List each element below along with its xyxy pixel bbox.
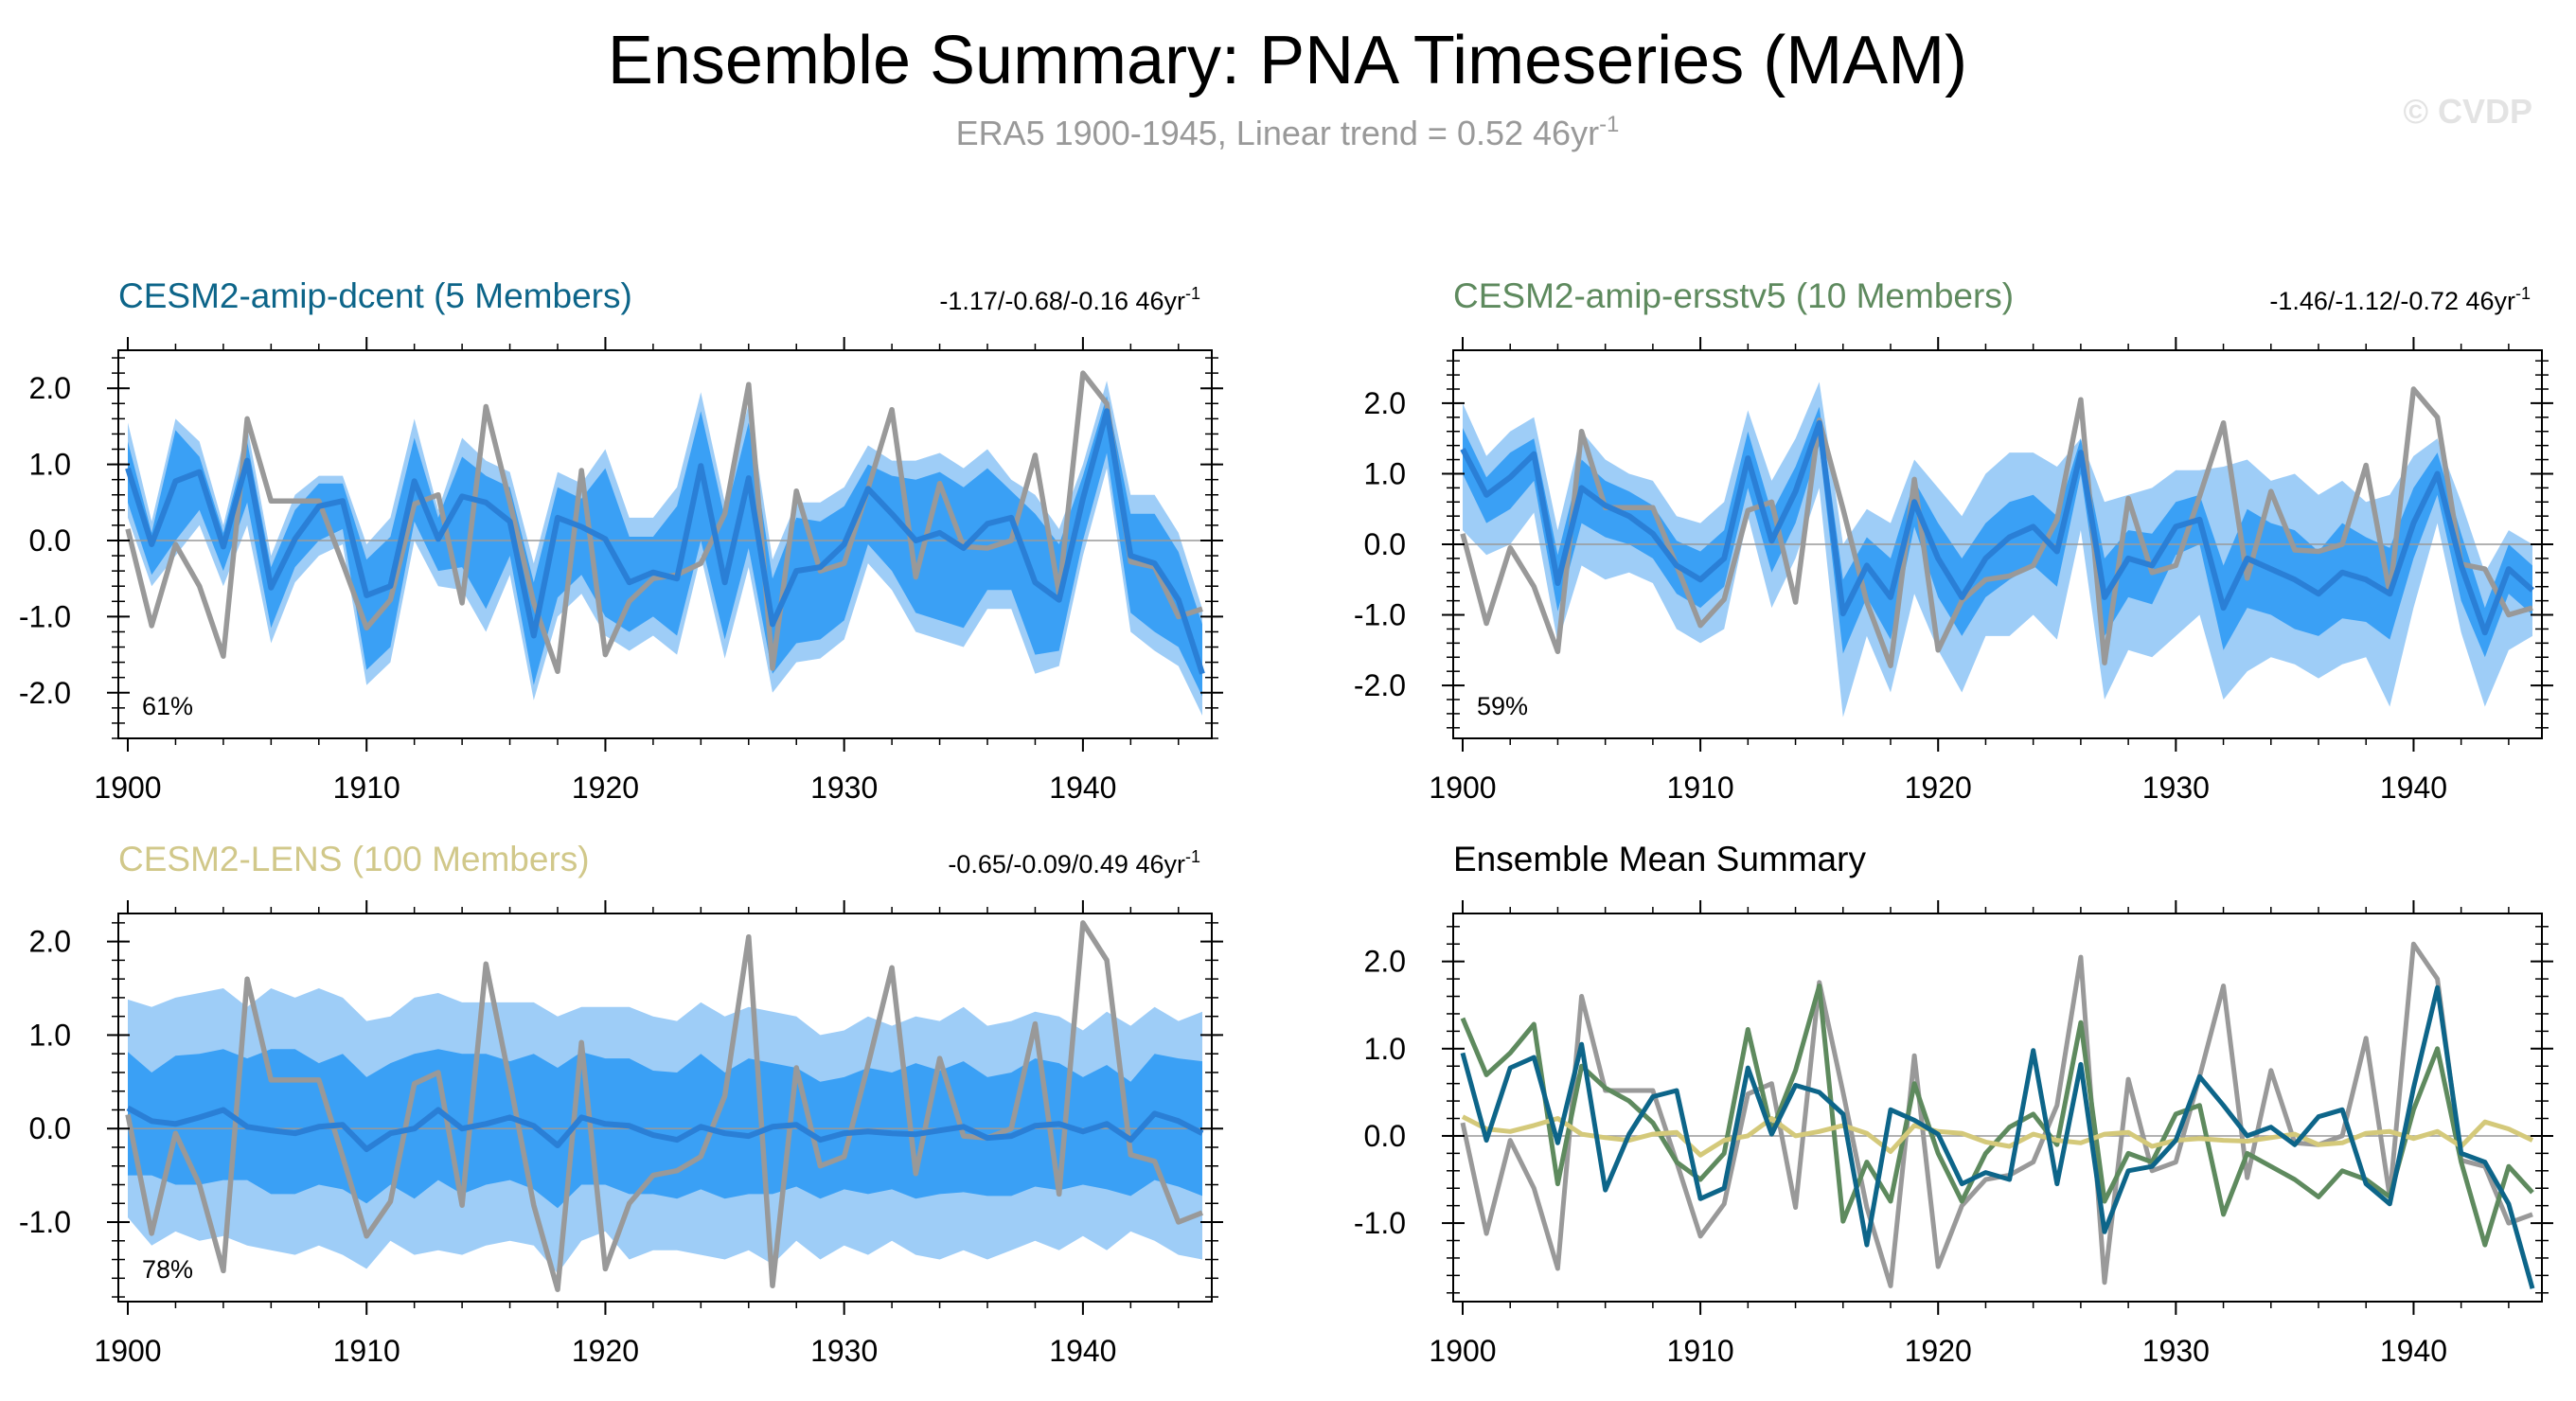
x-tick-label: 1910 (333, 1334, 400, 1368)
plot-area (118, 920, 1212, 1292)
trend-text: -1.46/-1.12/-0.72 46yr (2269, 287, 2515, 315)
x-tick-label: 1900 (94, 771, 161, 805)
plot-frame (117, 913, 1213, 1303)
subtitle-text: ERA5 1900-1945, Linear trend = 0.52 46yr (956, 114, 1599, 152)
y-tick-label: -1.0 (19, 599, 71, 633)
y-tick-label: 1.0 (1364, 1032, 1406, 1066)
series-line-ensemble-mean (125, 408, 1205, 675)
y-tick-label: 2.0 (29, 925, 71, 959)
series-line-cesm2-lens (1461, 1114, 2534, 1158)
y-tick-label: 0.0 (1364, 1119, 1406, 1153)
trend-label: -0.65/-0.09/0.49 46yr-1 (948, 847, 1200, 878)
y-tick-label: -1.0 (1354, 1206, 1406, 1240)
series-line-ensemble-mean (126, 1105, 1204, 1152)
y-tick-label: -2.0 (1354, 668, 1406, 702)
x-tick-label: 1940 (2380, 771, 2447, 805)
panel-title: Ensemble Mean Summary (1453, 840, 1866, 878)
x-tick-label: 1920 (1905, 771, 1972, 805)
x-tick-label: 1900 (94, 1334, 161, 1368)
panel-4: 2.0 1.0 0.0 -1.0 1900 1910 1920 1930 1940 Ensembl… (1354, 840, 2553, 1368)
panel-2: 2.0 1.0 0.0 -1.0 -2.0 1900 1910 1920 1930 1940 CES… (1354, 276, 2553, 805)
series-line-observations (125, 920, 1204, 1292)
series-line-ensemble-mean (1460, 419, 2534, 636)
figure-subtitle: ERA5 1900-1945, Linear trend = 0.52 46yr… (956, 112, 1620, 152)
series-line-observations (1460, 941, 2533, 1288)
trend-label: -1.17/-0.68/-0.16 46yr-1 (939, 284, 1200, 315)
y-tick-label: 0.0 (29, 523, 71, 558)
x-tick-label: 1920 (1905, 1334, 1972, 1368)
x-tick-label: 1940 (2380, 1334, 2447, 1368)
x-tick-label: 1930 (2142, 771, 2210, 805)
trend-text: -0.65/-0.09/0.49 46yr (948, 850, 1185, 878)
x-tick-label: 1900 (1429, 771, 1496, 805)
percent-label: 78% (142, 1255, 193, 1284)
trend-exponent: -1 (2515, 284, 2531, 303)
percent-label: 59% (1477, 692, 1528, 720)
series-line-cesm2-amip-ersstv5 (1460, 984, 2534, 1248)
y-tick-label: -2.0 (19, 676, 71, 710)
x-tick-label: 1910 (1667, 771, 1734, 805)
panel-3: 2.0 1.0 0.0 -1.0 1900 1910 1920 1930 1940 CESM2-L… (19, 840, 1223, 1368)
plot-frame (117, 349, 1213, 739)
series-line-observations (1460, 386, 2533, 668)
y-tick-label: 2.0 (29, 371, 71, 405)
trend-label: -1.46/-1.12/-0.72 46yr-1 (2269, 284, 2531, 315)
panel-1: 2.0 1.0 0.0 -1.0 -2.0 1900 1910 1920 1930 1940 CES… (19, 276, 1223, 805)
x-tick-label: 1920 (572, 771, 639, 805)
plot-area (1453, 381, 2542, 718)
y-tick-label: 2.0 (1364, 386, 1406, 420)
x-tick-label: 1900 (1429, 1334, 1496, 1368)
percent-label: 61% (142, 692, 193, 720)
trend-text: -1.17/-0.68/-0.16 46yr (939, 287, 1185, 315)
spread-band-inner (1463, 406, 2532, 658)
panel-title: CESM2-LENS (100 Members) (118, 840, 590, 878)
y-tick-label: 1.0 (29, 448, 71, 482)
y-tick-label: 1.0 (29, 1018, 71, 1052)
trend-exponent: -1 (1185, 284, 1200, 303)
x-tick-label: 1940 (1049, 1334, 1116, 1368)
x-tick-label: 1930 (810, 1334, 878, 1368)
x-tick-label: 1930 (2142, 1334, 2210, 1368)
x-tick-label: 1910 (1667, 1334, 1734, 1368)
x-tick-label: 1920 (572, 1334, 639, 1368)
trend-exponent: -1 (1185, 847, 1200, 866)
plot-area (1453, 941, 2542, 1289)
spread-band-inner (128, 396, 1202, 697)
subtitle-exponent: -1 (1599, 112, 1619, 137)
panel-title: CESM2-amip-dcent (5 Members) (118, 276, 632, 315)
x-tick-label: 1910 (333, 771, 400, 805)
figure-title: Ensemble Summary: PNA Timeseries (MAM) (608, 23, 1967, 98)
panel-title: CESM2-amip-ersstv5 (10 Members) (1453, 276, 2014, 315)
panels-group: 2.0 1.0 0.0 -1.0 -2.0 1900 1910 1920 1930 1940 CES… (19, 276, 2553, 1368)
x-tick-label: 1940 (1049, 771, 1116, 805)
y-tick-label: 2.0 (1364, 945, 1406, 979)
plot-frame (1452, 913, 2543, 1303)
plot-area (118, 370, 1212, 716)
y-tick-label: 0.0 (1364, 527, 1406, 561)
y-tick-label: -1.0 (1354, 598, 1406, 632)
watermark: © CVDP (2403, 92, 2532, 131)
y-tick-label: -1.0 (19, 1205, 71, 1239)
y-tick-label: 0.0 (29, 1111, 71, 1145)
y-tick-label: 1.0 (1364, 456, 1406, 490)
x-tick-label: 1930 (810, 771, 878, 805)
series-line-cesm2-amip-dcent (1460, 984, 2535, 1289)
